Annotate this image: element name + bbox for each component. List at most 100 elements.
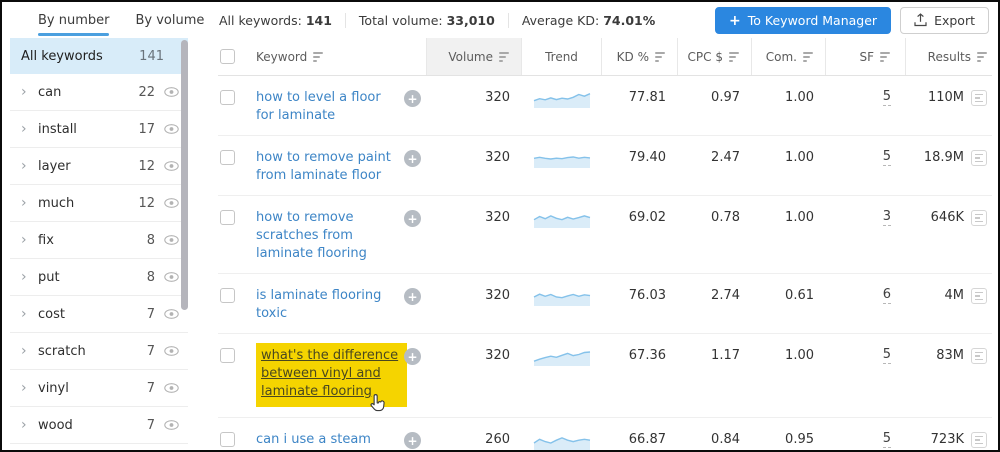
add-keyword-icon[interactable] [404,90,421,107]
column-header-sf[interactable]: SF [826,38,906,75]
eye-icon[interactable] [164,346,179,356]
add-keyword-icon[interactable] [404,348,421,365]
eye-icon[interactable] [164,309,179,319]
sf-link[interactable]: 5 [882,431,891,448]
serp-features-icon[interactable] [971,288,987,304]
com-value: 1.00 [785,210,814,225]
sidebar-group-item[interactable]: layer 12 [10,148,188,185]
keywords-sidebar: All keywords 141 can 22 install 17 layer… [10,38,188,450]
stat-average-kd: Average KD: 74.01% [507,12,668,28]
row-checkbox[interactable] [220,348,235,363]
group-label: fix [38,232,54,248]
column-header-com[interactable]: Com. [752,38,826,75]
sidebar-all-keywords[interactable]: All keywords 141 [10,38,188,74]
export-button[interactable]: Export [900,6,989,34]
eye-icon[interactable] [164,124,179,134]
keyword-link[interactable]: can i use a steam mop on laminate floors [256,432,371,447]
sidebar-group-item[interactable]: wood 7 [10,407,188,444]
sidebar-group-item[interactable]: much 12 [10,185,188,222]
add-keyword-icon[interactable] [404,210,421,227]
keyword-link[interactable]: how to level a floor for laminate [256,90,381,123]
row-checkbox[interactable] [220,288,235,303]
group-label: can [38,84,62,100]
column-header-volume[interactable]: Volume [426,38,522,75]
sidebar-group-item[interactable]: install 17 [10,111,188,148]
add-keyword-icon[interactable] [404,432,421,449]
to-keyword-manager-button[interactable]: To Keyword Manager [715,6,892,34]
com-value: 1.00 [785,90,814,105]
stat-total-volume: Total volume: 33,010 [344,12,508,28]
chevron-right-icon [21,196,38,210]
add-keyword-icon[interactable] [404,288,421,305]
sidebar-header-count: 141 [139,48,164,64]
sidebar-group-item[interactable]: vinyl 7 [10,370,188,407]
table-row: how to remove paint from laminate floor … [218,136,992,196]
row-checkbox[interactable] [220,150,235,165]
sidebar-group-item[interactable]: can 22 [10,74,188,111]
chevron-right-icon [21,381,38,395]
stat-label: Total volume: [358,12,443,28]
trend-sparkline [533,351,591,366]
results-value: 110M [927,90,964,105]
view-tabs: By number By volume [38,2,206,38]
keyword-link[interactable]: how to remove scratches from laminate fl… [256,210,367,261]
column-header-cpc[interactable]: CPC $ [678,38,752,75]
sidebar-group-item[interactable]: scratch 7 [10,333,188,370]
results-value: 18.9M [923,150,964,165]
sf-link[interactable]: 5 [882,149,891,166]
volume-value: 260 [485,432,510,447]
kd-value: 77.81 [628,90,666,105]
row-checkbox[interactable] [220,210,235,225]
sidebar-group-item[interactable]: fix 8 [10,222,188,259]
group-count: 8 [146,232,155,248]
sidebar-group-item[interactable]: put 8 [10,259,188,296]
com-value: 0.95 [785,432,814,447]
eye-icon[interactable] [164,383,179,393]
eye-icon[interactable] [164,87,179,97]
table-row: can i use a steam mop on laminate floors… [218,418,992,450]
serp-features-icon[interactable] [971,150,987,166]
sort-icon [655,51,665,62]
sf-link[interactable]: 5 [882,89,891,106]
keyword-link[interactable]: how to remove paint from laminate floor [256,150,391,183]
eye-icon[interactable] [164,420,179,430]
trend-sparkline [533,215,591,228]
eye-icon[interactable] [164,235,179,245]
chevron-right-icon [21,122,38,136]
cpc-value: 0.84 [711,432,740,447]
sidebar-group-item[interactable]: cost 7 [10,296,188,333]
eye-icon[interactable] [164,272,179,282]
column-header-results[interactable]: Results [906,38,992,75]
sidebar-scrollbar[interactable] [181,40,188,310]
serp-features-icon[interactable] [971,348,987,364]
chevron-right-icon [21,270,38,284]
eye-icon[interactable] [164,198,179,208]
trend-sparkline [533,93,591,108]
tab-by-number[interactable]: By number [38,2,110,38]
column-header-kd[interactable]: KD % [602,38,678,75]
serp-features-icon[interactable] [971,210,987,226]
sf-link[interactable]: 6 [882,287,891,304]
select-all-checkbox[interactable] [220,49,235,64]
column-label: Results [927,49,971,64]
column-label: KD % [616,49,649,64]
group-count: 7 [146,306,155,322]
results-value: 646K [930,210,964,225]
sidebar-group-list: can 22 install 17 layer 12 much 12 fix 8 [10,74,188,444]
row-checkbox[interactable] [220,432,235,447]
add-keyword-icon[interactable] [404,150,421,167]
table-row: what's the difference between vinyl and … [218,334,992,418]
group-label: vinyl [38,380,69,396]
serp-features-icon[interactable] [971,90,987,106]
sf-link[interactable]: 3 [882,209,891,226]
row-checkbox[interactable] [220,90,235,105]
sf-link[interactable]: 5 [882,347,891,364]
export-icon [914,13,927,27]
column-header-keyword[interactable]: Keyword [256,38,426,75]
tab-by-volume[interactable]: By volume [135,12,205,28]
column-label: Trend [545,49,578,64]
serp-features-icon[interactable] [971,432,987,448]
keyword-link[interactable]: what's the difference between vinyl and … [256,343,407,407]
keyword-link[interactable]: is laminate flooring toxic [256,288,382,321]
eye-icon[interactable] [164,161,179,171]
